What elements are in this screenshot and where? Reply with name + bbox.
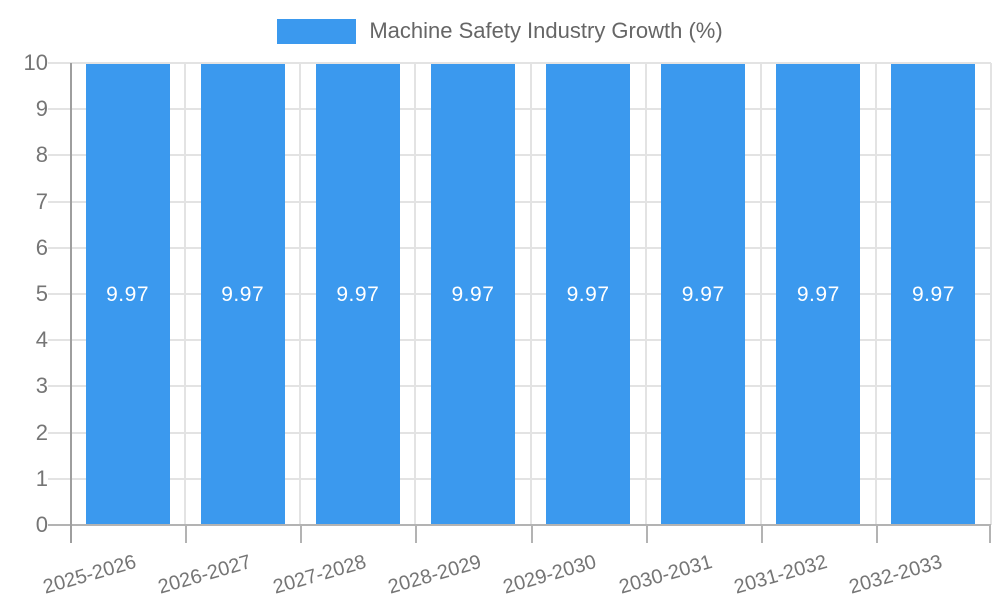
x-axis-tick bbox=[875, 525, 878, 543]
bar[interactable]: 9.97 bbox=[430, 64, 515, 525]
bar[interactable]: 9.97 bbox=[546, 64, 631, 525]
bar-value-label: 9.97 bbox=[566, 282, 610, 306]
y-tick-label: 2 bbox=[35, 419, 48, 445]
x-axis-tick bbox=[185, 525, 188, 543]
x-gridline bbox=[874, 63, 877, 525]
bar[interactable]: 9.97 bbox=[776, 64, 861, 525]
y-gridline bbox=[48, 477, 991, 480]
y-gridline bbox=[48, 431, 991, 434]
x-category-label: 2028-2029 bbox=[385, 551, 485, 599]
y-gridline bbox=[48, 200, 991, 203]
x-axis-tick bbox=[530, 525, 533, 543]
x-gridline bbox=[184, 63, 187, 525]
legend-swatch-icon[interactable] bbox=[277, 18, 357, 44]
bar[interactable]: 9.97 bbox=[85, 64, 170, 525]
y-gridline bbox=[48, 339, 991, 342]
y-gridline bbox=[48, 62, 991, 64]
x-gridline bbox=[644, 63, 647, 525]
y-tick-label: 4 bbox=[35, 327, 48, 353]
x-axis-tick bbox=[300, 525, 303, 543]
y-tick-label: 10 bbox=[23, 50, 48, 75]
x-gridline bbox=[529, 63, 532, 525]
y-tick-label: 5 bbox=[35, 281, 48, 306]
y-tick-label: 0 bbox=[35, 512, 48, 537]
y-gridline bbox=[48, 154, 991, 157]
x-axis-baseline bbox=[48, 524, 991, 526]
bar-value-label: 9.97 bbox=[451, 282, 495, 306]
bar[interactable]: 9.97 bbox=[200, 64, 285, 525]
y-gridline bbox=[48, 108, 991, 111]
x-axis-tick bbox=[760, 525, 763, 543]
bar-value-label: 9.97 bbox=[912, 282, 955, 306]
y-gridline bbox=[48, 246, 991, 249]
y-gridline bbox=[48, 293, 991, 295]
x-category-label: 2032-2033 bbox=[846, 551, 945, 599]
x-category-label: 2029-2030 bbox=[501, 551, 600, 599]
y-tick-label: 7 bbox=[35, 188, 48, 214]
y-axis-line bbox=[70, 63, 72, 543]
y-tick-label: 9 bbox=[35, 96, 48, 122]
y-tick-label: 1 bbox=[35, 465, 48, 491]
y-tick-label: 3 bbox=[35, 373, 48, 399]
bar-value-label: 9.97 bbox=[221, 282, 265, 306]
x-axis-tick bbox=[989, 525, 991, 543]
x-axis-tick bbox=[415, 525, 418, 543]
x-gridline bbox=[759, 63, 762, 525]
y-gridline bbox=[48, 385, 991, 388]
x-gridline bbox=[299, 63, 302, 525]
x-gridline bbox=[414, 63, 417, 525]
bar[interactable]: 9.97 bbox=[661, 64, 746, 525]
y-tick-label: 8 bbox=[35, 142, 48, 168]
bar-value-label: 9.97 bbox=[106, 282, 149, 306]
x-category-label: 2025-2026 bbox=[40, 551, 139, 599]
y-tick-label: 6 bbox=[35, 234, 48, 260]
bar[interactable]: 9.97 bbox=[315, 64, 400, 525]
x-category-label: 2027-2028 bbox=[270, 551, 369, 599]
x-category-label: 2031-2032 bbox=[731, 551, 830, 599]
x-category-label: 2026-2027 bbox=[155, 551, 254, 599]
x-gridline bbox=[990, 63, 992, 525]
plot-area: 9.97 9.97 9.97 9.97 9.97 9.97 9.97 9.97 bbox=[48, 62, 992, 543]
x-category-label: 2030-2031 bbox=[616, 551, 715, 599]
bar-value-label: 9.97 bbox=[681, 282, 725, 306]
bar-value-label: 9.97 bbox=[796, 282, 840, 306]
chart-legend[interactable]: Machine Safety Industry Growth (%) bbox=[0, 17, 1000, 45]
x-axis-tick bbox=[645, 525, 648, 543]
bar[interactable]: 9.97 bbox=[891, 64, 976, 525]
legend-label[interactable]: Machine Safety Industry Growth (%) bbox=[369, 18, 723, 43]
bar-value-label: 9.97 bbox=[336, 282, 380, 306]
